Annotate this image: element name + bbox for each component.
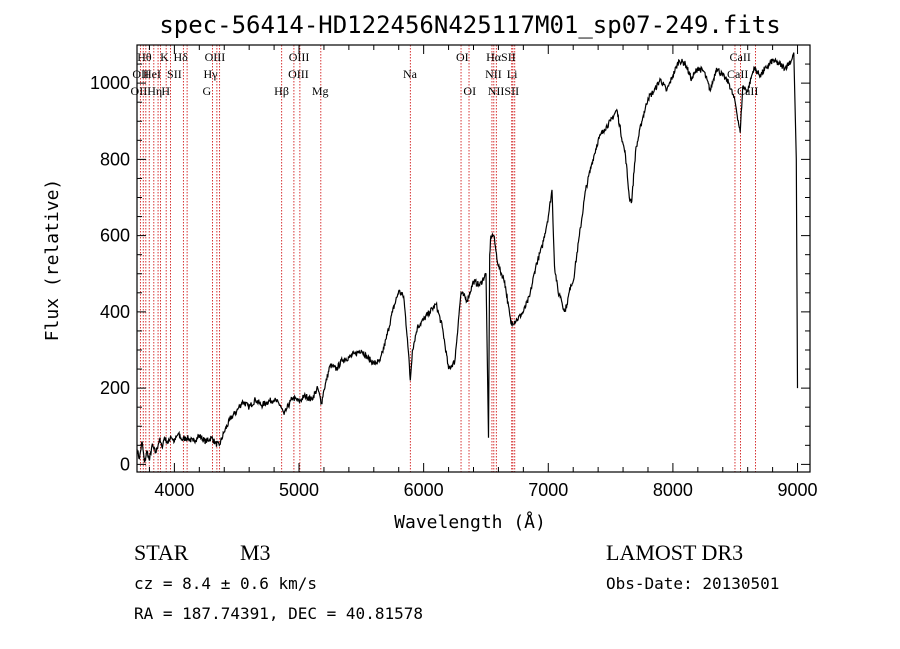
y-tick-label: 800 [100, 149, 130, 169]
coordinates: RA = 187.74391, DEC = 40.81578 [134, 604, 423, 623]
line-label: G [202, 84, 211, 98]
line-label: HeI [143, 67, 161, 81]
x-tick-label: 6000 [404, 480, 444, 500]
spectral-line-markers [139, 45, 756, 472]
line-label: Hγ [204, 67, 219, 81]
line-label: CaII [727, 67, 748, 81]
redshift-value: cz = 8.4 ± 0.6 km/s [134, 574, 317, 593]
y-tick-label: 0 [120, 454, 130, 474]
spectrum-line [136, 52, 799, 463]
x-tick-label: 7000 [528, 480, 568, 500]
x-axis-label: Wavelength (Å) [394, 511, 546, 533]
line-label: Hθ [137, 50, 152, 64]
x-tick-label: 4000 [154, 480, 194, 500]
y-axis-ticks: 0 200 400 600 800 1000 [90, 63, 810, 474]
y-tick-label: 400 [100, 302, 130, 322]
line-label: NII [485, 67, 502, 81]
x-tick-label: 9000 [778, 480, 818, 500]
x-axis-ticks: 4000 5000 6000 7000 8000 9000 [148, 45, 818, 500]
line-label: OIII [289, 50, 310, 64]
y-axis-label: Flux (relative) [42, 179, 63, 342]
line-label: K [160, 50, 169, 64]
survey-name: LAMOST DR3 [606, 540, 743, 565]
y-tick-label: 1000 [90, 73, 130, 93]
line-label: NIISII [488, 84, 519, 98]
line-label: Li [507, 67, 518, 81]
line-label: OIII [205, 50, 226, 64]
x-tick-label: 8000 [653, 480, 693, 500]
line-label: CaII [730, 50, 751, 64]
object-class: STAR [134, 540, 189, 565]
y-tick-label: 600 [100, 226, 130, 246]
line-label: Hδ [173, 50, 188, 64]
chart-title: spec-56414-HD122456N425117M01_sp07-249.f… [159, 11, 780, 39]
line-label: OIII [288, 67, 309, 81]
y-tick-label: 200 [100, 378, 130, 398]
x-tick-label: 5000 [279, 480, 319, 500]
line-label: OI [463, 84, 476, 98]
line-label: OI [456, 50, 469, 64]
object-subclass: M3 [240, 540, 271, 565]
line-label: Hβ [274, 84, 289, 98]
obs-date: Obs-Date: 20130501 [606, 574, 779, 593]
line-label: HαSII [486, 50, 516, 64]
line-label: H [161, 84, 170, 98]
line-label: Mg [312, 84, 329, 98]
line-label: Na [403, 67, 418, 81]
line-label: OIIHη [131, 84, 163, 98]
line-label: SII [167, 67, 182, 81]
